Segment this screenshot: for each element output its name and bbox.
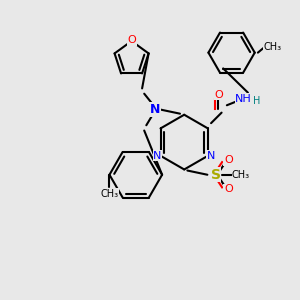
Text: S: S (211, 168, 221, 182)
Text: N: N (207, 151, 215, 161)
Text: O: O (224, 155, 233, 165)
Text: N: N (153, 151, 161, 161)
Text: O: O (224, 184, 233, 194)
Text: O: O (127, 35, 136, 45)
Text: O: O (214, 90, 223, 100)
Text: H: H (253, 96, 260, 106)
Text: NH: NH (235, 94, 252, 104)
Text: CH₃: CH₃ (264, 42, 282, 52)
Text: CH₃: CH₃ (232, 170, 250, 180)
Text: CH₃: CH₃ (100, 189, 118, 199)
Text: N: N (149, 103, 160, 116)
